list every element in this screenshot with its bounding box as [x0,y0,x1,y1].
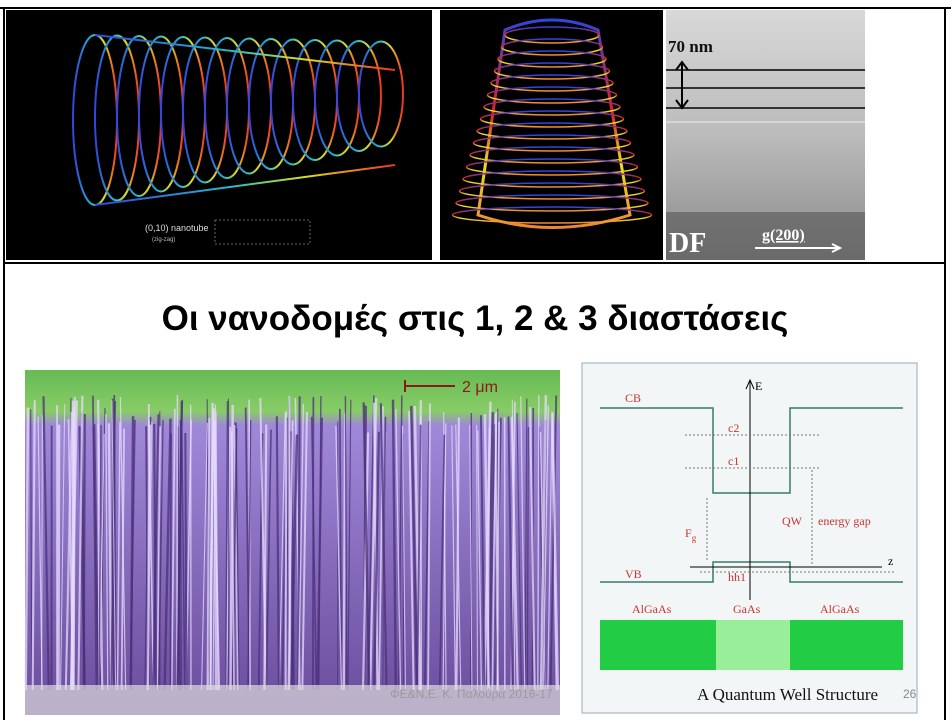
qw-label: QW [782,514,803,528]
wire [181,420,182,690]
fg-sub: g [692,533,697,543]
hh1-label: hh1 [728,570,746,584]
nanotube-sublabel: (zig-zag) [152,237,175,243]
z-label: z [888,554,893,568]
nanotube-3d-image [440,10,663,260]
quantum-well-diagram: E z CB VB c2 c1 hh1 Fg QW energy gap AlG… [582,363,917,713]
layer-algaas [790,620,903,670]
cb-label: CB [625,391,641,405]
nanotube-label: (0,10) nanotube [145,223,209,233]
vb-label: VB [625,567,642,581]
slide-title: Οι νανοδομές στις 1, 2 & 3 διαστάσεις [162,299,789,338]
tem-scale: 70 nm [668,37,713,56]
wire [185,433,186,690]
wire [59,425,60,690]
page-number: 26 [903,687,917,701]
wire-scale: 2 μm [462,379,498,396]
layer-label: AlGaAs [820,602,860,616]
tem-vector: g(200) [762,227,805,244]
layer-gaas [716,620,790,670]
gap-label: energy gap [818,514,871,528]
nanowires-image: 2 μm [25,370,560,715]
slide: (0,10) nanotube (zig-zag) 70 nm DF g(200… [0,0,951,720]
c1-label: c1 [728,454,739,468]
tem-mode: DF [669,228,706,259]
wire [148,404,149,690]
tem-image: 70 nm DF g(200) [666,10,865,260]
wire [42,415,43,690]
nanotube-image: (0,10) nanotube (zig-zag) [6,10,432,260]
footer-credit: ΦΕ&Ν,Ε. Κ. Παλούρα 2016-17 [390,687,553,701]
layer-label: GaAs [733,602,761,616]
diagram-caption: A Quantum Well Structure [697,685,878,704]
layer-label: AlGaAs [632,602,672,616]
e-label: E [755,379,762,393]
c2-label: c2 [728,421,739,435]
layer-algaas [600,620,716,670]
wire [170,433,171,690]
